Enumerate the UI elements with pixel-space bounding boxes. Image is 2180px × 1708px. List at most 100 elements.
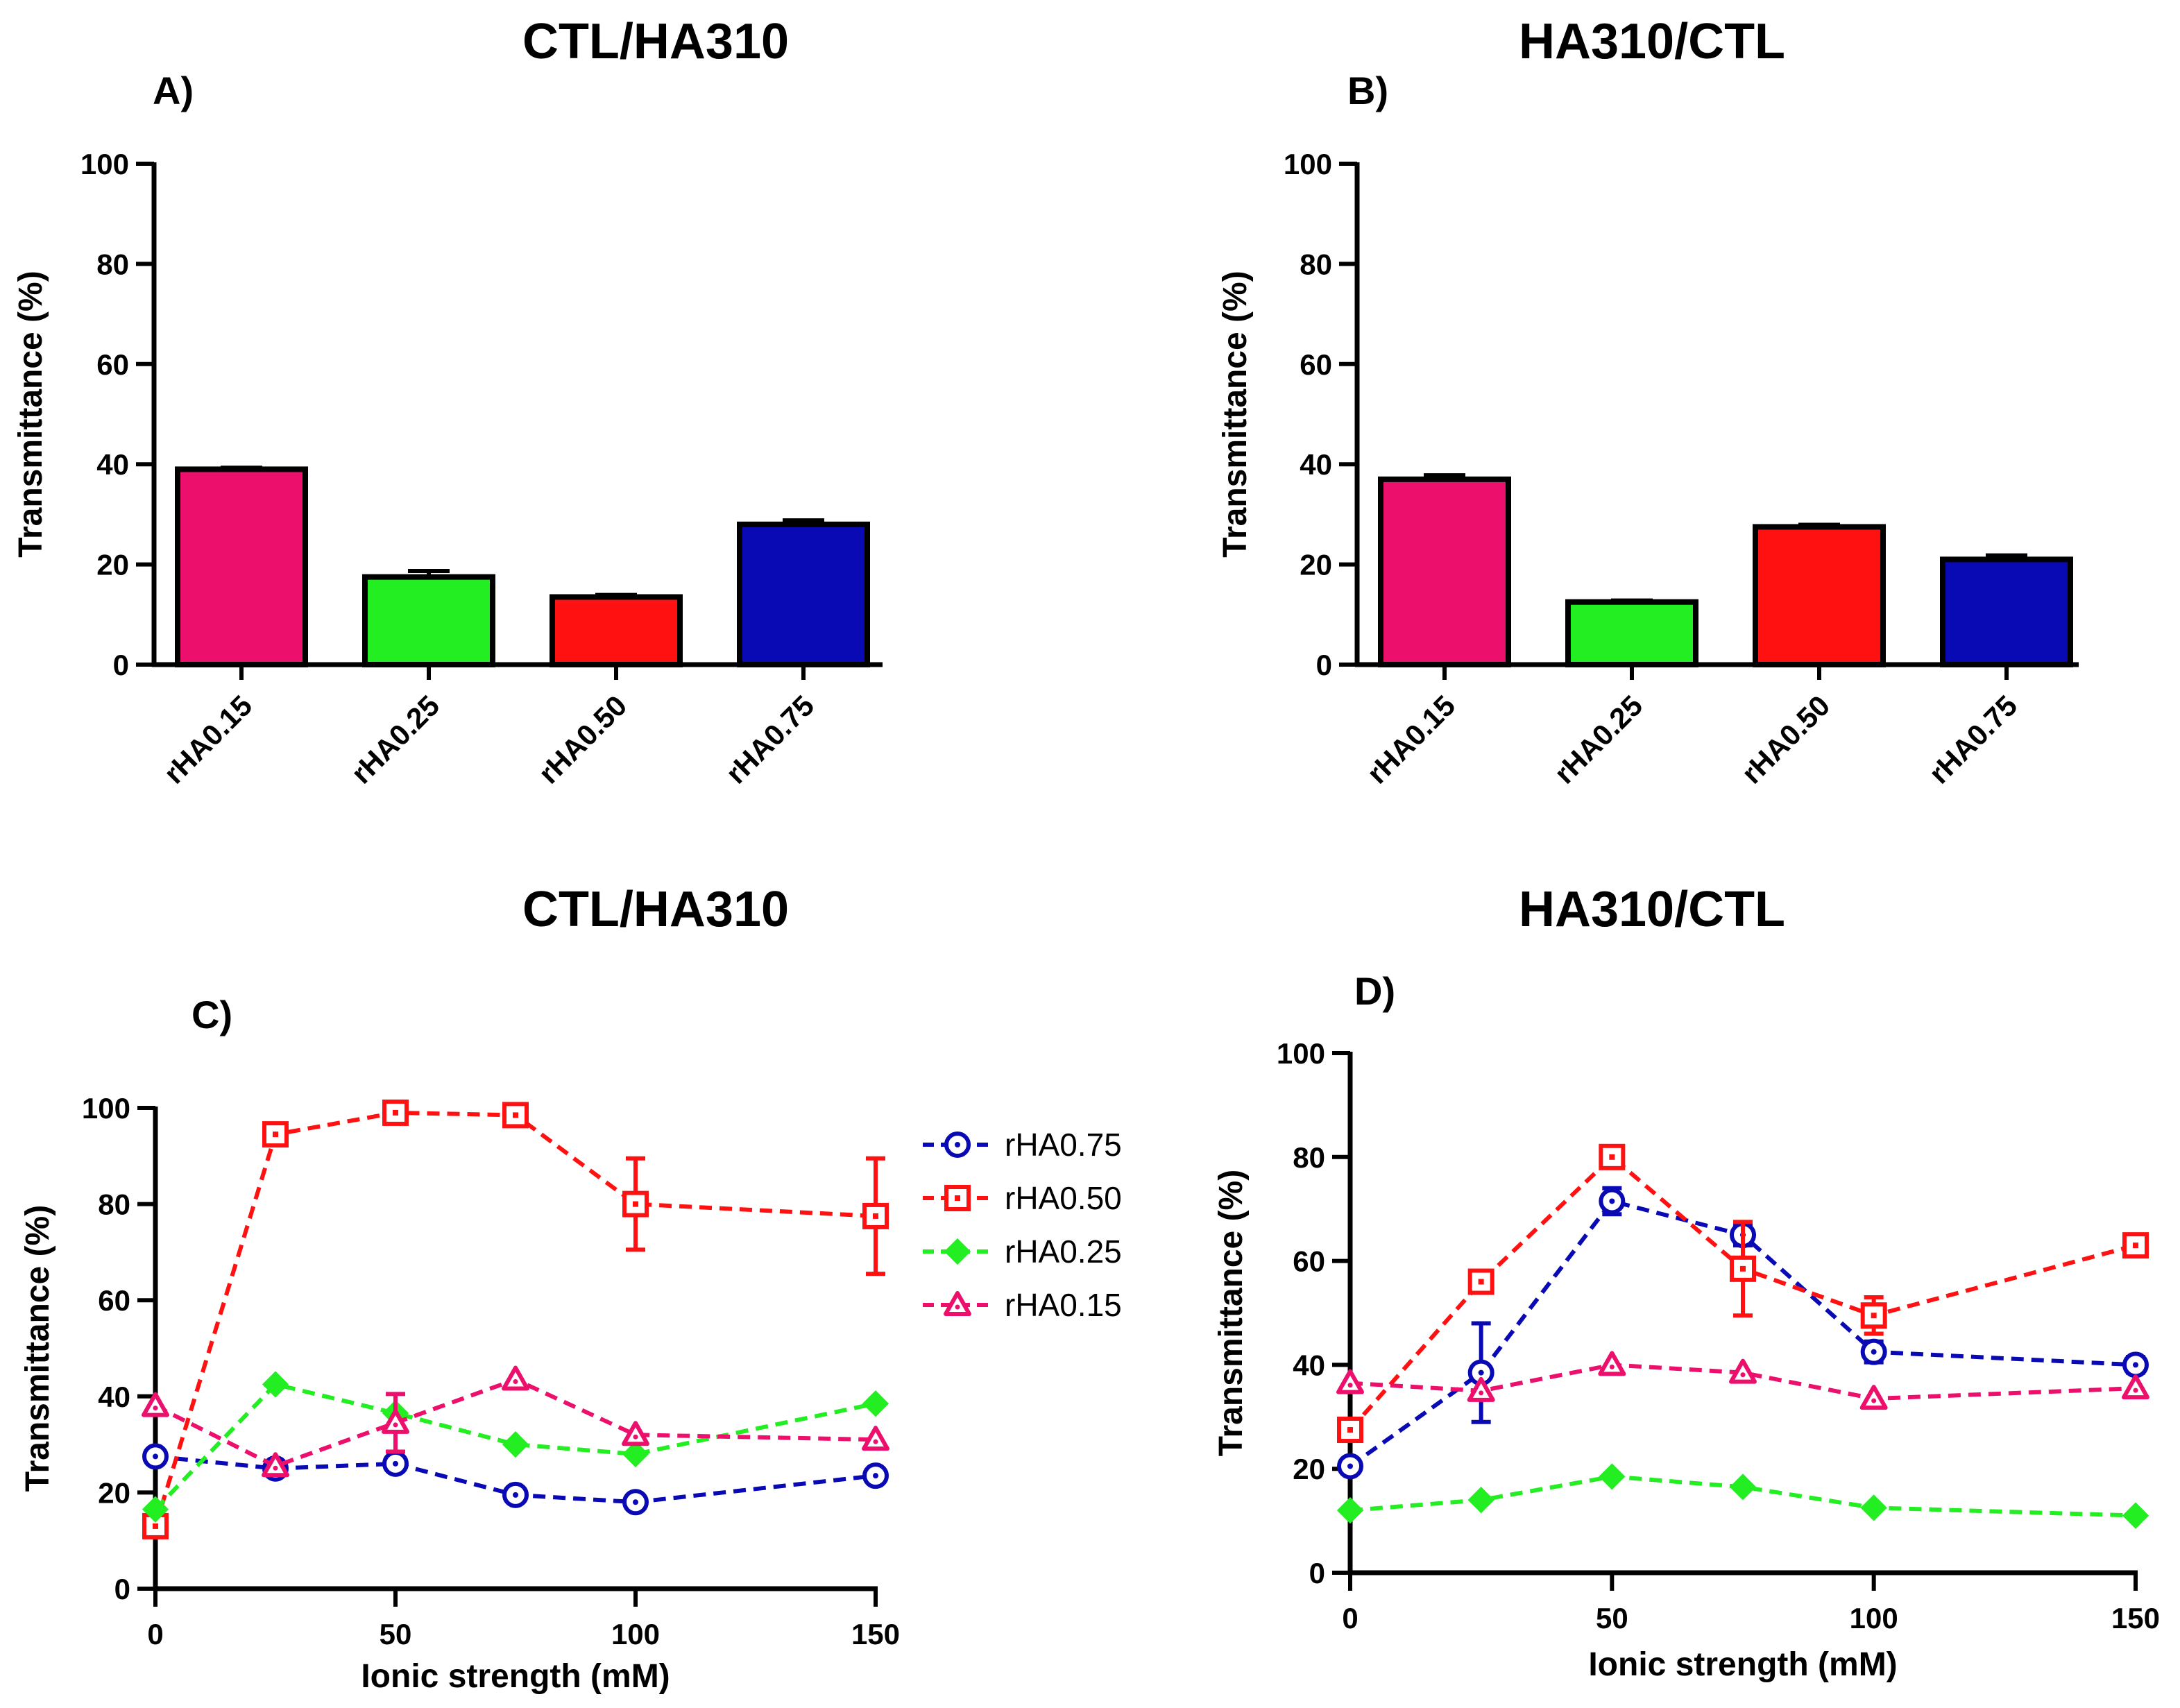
y-tick-label: 40 (98, 1381, 130, 1413)
panel-letter: D) (1354, 969, 1395, 1013)
y-tick-label: 20 (1300, 549, 1332, 581)
x-axis-label: Ionic strength (mM) (361, 1658, 670, 1695)
diamond-marker (1729, 1474, 1757, 1501)
x-tick-label: rHA0.15 (1361, 689, 1461, 789)
series-line (1349, 1363, 2136, 1401)
triangle-marker (1336, 1369, 1364, 1394)
legend-label: rHA0.15 (1005, 1287, 1122, 1323)
y-tick-label: 20 (96, 549, 129, 581)
x-tick-label: 100 (611, 1618, 660, 1650)
marker-center-dot (2133, 1387, 2138, 1393)
series-rHA0-15 (142, 1365, 889, 1478)
diamond-marker (502, 1431, 529, 1458)
square-marker (382, 1099, 409, 1126)
y-tick-label: 0 (1316, 649, 1332, 681)
triangle-marker (2122, 1374, 2149, 1400)
marker-center-dot (513, 1112, 518, 1118)
marker-center-dot (153, 1406, 158, 1411)
x-tick-label: 0 (147, 1618, 163, 1650)
legend-item: rHA0.15 (923, 1287, 1122, 1323)
diamond-marker (622, 1440, 649, 1468)
x-tick-label: rHA0.25 (1548, 689, 1649, 789)
marker-center-dot (633, 1499, 638, 1505)
series-rHA0-15 (1336, 1351, 2149, 1410)
y-axis-label: Transmittance (%) (1217, 271, 1254, 557)
bar (737, 521, 870, 668)
marker-center-dot (1479, 1390, 1484, 1396)
series-line (153, 1382, 876, 1511)
triangle-marker (862, 1426, 889, 1451)
panel-letter: A) (153, 69, 194, 112)
y-tick-label: 40 (96, 448, 129, 481)
triangle-marker (1598, 1351, 1626, 1376)
y-axis-label: Transmittance (%) (19, 1205, 56, 1492)
x-tick-label: 150 (851, 1618, 900, 1650)
diamond-marker (862, 1390, 889, 1417)
legend-label: rHA0.75 (1005, 1127, 1122, 1163)
marker-center-dot (1347, 1383, 1353, 1388)
y-tick-label: 60 (96, 348, 129, 381)
y-tick-label: 80 (96, 248, 129, 280)
marker-center-dot (2133, 1362, 2138, 1368)
triangle-marker (944, 1291, 971, 1316)
bar (1565, 599, 1698, 667)
y-tick-label: 0 (113, 649, 129, 681)
marker-center-dot (955, 1304, 960, 1310)
x-tick-label: 50 (380, 1618, 412, 1650)
series-rHA0-25 (142, 1371, 889, 1523)
series-line (1348, 1154, 2136, 1432)
x-tick-label: 0 (1342, 1602, 1358, 1634)
marker-center-dot (273, 1131, 278, 1138)
x-tick-label: rHA0.75 (1923, 689, 2023, 789)
legend-label: rHA0.50 (1005, 1180, 1122, 1216)
diamond-marker (262, 1371, 289, 1398)
triangle-marker (142, 1392, 169, 1417)
bar (1378, 476, 1511, 667)
bar (175, 466, 308, 667)
y-tick-label: 40 (1300, 448, 1332, 481)
marker-center-dot (1347, 1463, 1353, 1469)
y-axis-label: Transmittance (%) (1213, 1170, 1250, 1456)
triangle-marker (1467, 1376, 1495, 1402)
bar (1940, 556, 2073, 667)
y-tick-label: 20 (1293, 1453, 1325, 1485)
bar (1753, 524, 1886, 668)
marker-center-dot (633, 1434, 638, 1440)
chart-title: CTL/HA310 (522, 14, 789, 69)
diamond-marker (944, 1238, 971, 1265)
chart-panel-d: HA310/CTL D) 0 20 40 60 80 100 Transmittance (%)… (1213, 882, 2160, 1683)
triangle-marker (382, 1408, 409, 1434)
x-tick-label: rHA0.15 (157, 689, 258, 789)
x-axis-label: Ionic strength (mM) (1588, 1646, 1897, 1683)
chart-panel-b: HA310/CTL B) 0 20 40 60 80 100 Transmittance (%)… (1217, 14, 2079, 790)
x-tick-label: 150 (2111, 1602, 2160, 1634)
x-tick-label: rHA0.50 (1735, 689, 1836, 789)
legend-label: rHA0.25 (1005, 1233, 1122, 1270)
y-tick-label: 20 (98, 1476, 130, 1509)
legend-item: rHA0.25 (923, 1233, 1122, 1270)
y-tick-label: 80 (1300, 248, 1332, 280)
y-tick-label: 60 (98, 1284, 130, 1317)
series-line (155, 1454, 876, 1505)
diamond-marker (1860, 1494, 1887, 1521)
panel-letter: C) (191, 993, 232, 1036)
diamond-marker (2122, 1502, 2149, 1529)
marker-center-dot (513, 1492, 518, 1498)
marker-center-dot (393, 1109, 398, 1116)
marker-center-dot (273, 1465, 278, 1471)
marker-center-dot (393, 1460, 398, 1467)
x-tick-label: 100 (1850, 1602, 1898, 1634)
y-axis-label: Transmittance (%) (12, 271, 49, 557)
x-tick-label: rHA0.75 (719, 689, 820, 789)
marker-center-dot (153, 1523, 158, 1529)
panel-letter: B) (1347, 69, 1388, 112)
marker-center-dot (873, 1439, 878, 1444)
marker-center-dot (513, 1379, 518, 1385)
triangle-marker (1859, 1385, 1888, 1410)
chart-title: HA310/CTL (1519, 14, 1785, 69)
triangle-marker (502, 1365, 529, 1391)
bar (550, 594, 683, 668)
marker-center-dot (1740, 1265, 1746, 1272)
y-tick-label: 80 (1293, 1141, 1325, 1174)
